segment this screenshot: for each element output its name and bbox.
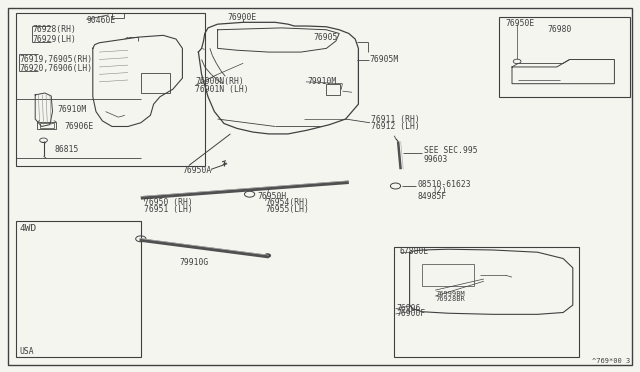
Text: 76950 (RH): 76950 (RH) [144,198,193,207]
Text: 99603: 99603 [424,155,448,164]
Text: 76951 (LH): 76951 (LH) [144,205,193,214]
Text: 76900N(RH): 76900N(RH) [195,77,244,86]
Text: (2): (2) [432,186,447,195]
Text: 76950A: 76950A [182,166,212,175]
Text: 79910M: 79910M [307,77,337,86]
Bar [16,13,205,166]
Bar [499,17,630,97]
Text: 76999BM: 76999BM [435,291,465,297]
Text: 76950E: 76950E [506,19,535,28]
Bar [40,123,54,128]
Text: 76955(LH): 76955(LH) [266,205,310,214]
Text: 86815: 86815 [54,145,79,154]
Circle shape [264,254,271,257]
Text: USA: USA [19,347,34,356]
Bar [394,247,579,357]
Text: 76929(LH): 76929(LH) [32,35,76,44]
Text: 76905: 76905 [314,33,338,42]
Bar [16,221,141,357]
Bar [141,73,170,93]
Text: 76911 (RH): 76911 (RH) [371,115,420,124]
Text: 76900F: 76900F [397,310,426,318]
Text: 76900E: 76900E [227,13,257,22]
Text: 76901N (LH): 76901N (LH) [195,85,249,94]
Bar [112,13,124,18]
Text: ^769*00 3: ^769*00 3 [592,358,630,364]
Bar [326,84,340,95]
Bar [37,122,56,129]
Text: 67880E: 67880E [400,247,429,256]
Text: 4WD: 4WD [19,224,36,233]
Text: 76954(RH): 76954(RH) [266,198,310,207]
Text: 76980: 76980 [547,25,572,33]
Text: 76905M: 76905M [370,55,399,64]
Text: 08510-61623: 08510-61623 [417,180,471,189]
Text: 76912 (LH): 76912 (LH) [371,122,420,131]
Text: 76906E: 76906E [64,122,93,131]
Text: 76920,76906(LH): 76920,76906(LH) [19,64,92,73]
Text: 76928BR: 76928BR [435,296,465,302]
Text: 76910M: 76910M [58,105,87,114]
Text: 76950H: 76950H [257,192,287,201]
Text: 76919,76905(RH): 76919,76905(RH) [19,55,92,64]
Text: 76928(RH): 76928(RH) [32,25,76,34]
Text: SEE SEC.995: SEE SEC.995 [424,146,477,155]
Text: 84985F: 84985F [417,192,447,201]
Bar [422,264,474,286]
Text: 90460E: 90460E [86,16,116,25]
Text: 76906: 76906 [397,304,421,313]
Text: 79910G: 79910G [179,258,209,267]
